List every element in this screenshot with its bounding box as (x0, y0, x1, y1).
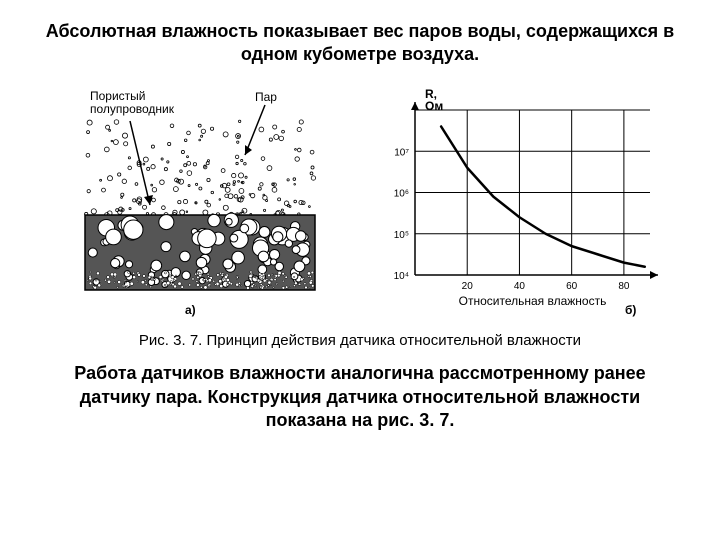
svg-text:10⁷: 10⁷ (394, 147, 409, 158)
figure-b-sublabel: б) (625, 303, 636, 317)
figure-b: 2040608010⁴10⁵10⁶10⁷R,ОмОтносительная вл… (365, 85, 665, 315)
svg-text:60: 60 (566, 281, 578, 292)
label-vapor: Пар (255, 90, 277, 104)
figures-row: Пористый полупроводник Пар а) 20 40 60 80 10… (30, 85, 690, 315)
svg-text:Относительная влажность: Относительная влажность (459, 294, 607, 308)
svg-text:Ом: Ом (425, 99, 443, 113)
figure-a: Пористый полупроводник Пар а) (55, 85, 345, 315)
svg-text:20: 20 (462, 281, 474, 292)
svg-text:80: 80 (618, 281, 630, 292)
figure-caption: Рис. 3. 7. Принцип действия датчика отно… (30, 331, 690, 351)
svg-text:10⁴: 10⁴ (394, 271, 409, 282)
svg-text:40: 40 (514, 281, 526, 292)
figure-a-sublabel: а) (185, 303, 196, 317)
svg-text:10⁶: 10⁶ (394, 188, 409, 199)
chart-b-svg: 2040608010⁴10⁵10⁶10⁷R,ОмОтносительная вл… (365, 85, 665, 315)
page-title: Абсолютная влажность показывает вес паро… (30, 20, 690, 67)
label-semiconductor: Пористый полупроводник (90, 90, 174, 116)
body-paragraph: Работа датчиков влажности аналогична рас… (30, 362, 690, 432)
diagram-a-svg (55, 85, 345, 315)
svg-text:10⁵: 10⁵ (394, 230, 409, 241)
